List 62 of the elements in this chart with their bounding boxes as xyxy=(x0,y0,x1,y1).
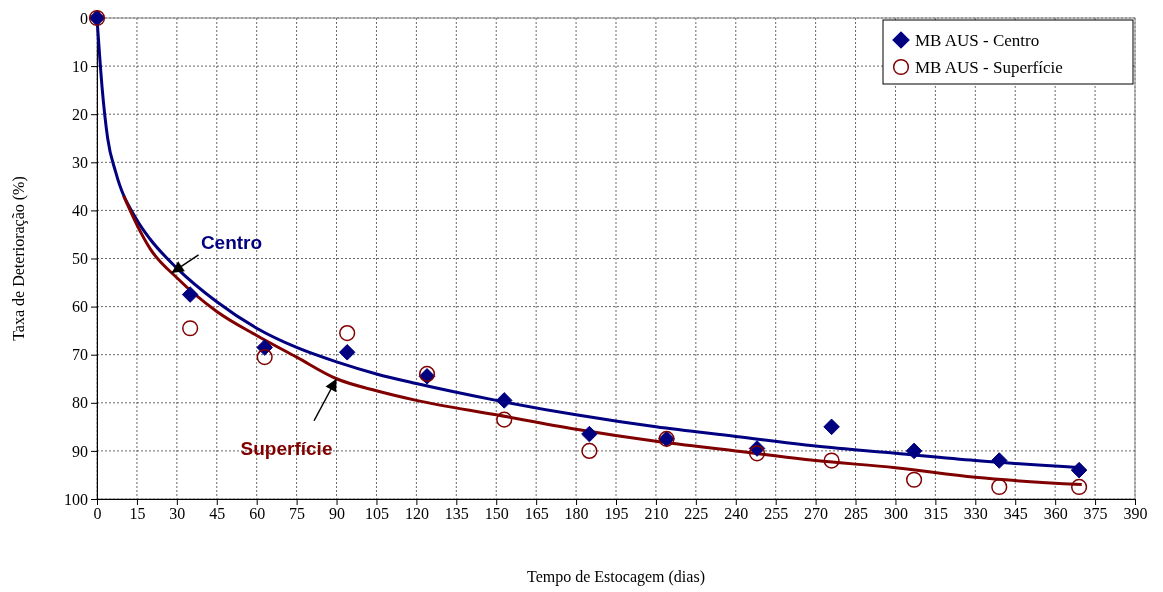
x-tick-label: 195 xyxy=(604,505,629,523)
y-tick-label: 30 xyxy=(72,153,88,171)
x-tick-label: 330 xyxy=(963,505,988,523)
point xyxy=(905,442,923,460)
point xyxy=(748,445,766,462)
y-tick-label: 70 xyxy=(72,346,88,364)
x-tick-label: 180 xyxy=(564,505,589,523)
y-tick-label: 100 xyxy=(64,490,88,508)
x-tick-label: 255 xyxy=(764,505,789,523)
x-tick-label: 240 xyxy=(724,505,749,523)
annotation: Superfície xyxy=(240,437,333,459)
x-tick-label: 300 xyxy=(883,505,908,523)
x-tick-label: 120 xyxy=(404,505,429,523)
x-tick-label: 360 xyxy=(1043,505,1068,523)
x-tick-label: 60 xyxy=(249,505,266,523)
point xyxy=(991,478,1008,496)
x-tick-label: 0 xyxy=(93,505,102,523)
x-tick-label: 30 xyxy=(169,505,186,523)
x-tick-label: 105 xyxy=(364,505,389,523)
annotation: Centro xyxy=(200,231,263,253)
point xyxy=(823,418,840,436)
x-tick-label: 90 xyxy=(329,505,346,523)
point xyxy=(581,442,598,459)
x-axis-title: Tempo de Estocagem (dias) xyxy=(527,568,705,586)
y-tick-label: 20 xyxy=(72,105,88,123)
y-tick-label: 40 xyxy=(72,202,88,220)
x-tick-label: 315 xyxy=(923,505,948,523)
x-tick-label: 390 xyxy=(1123,505,1148,523)
point xyxy=(496,411,513,428)
y-tick-label: 0 xyxy=(80,9,88,27)
legend-label: MB AUS - Centro xyxy=(915,31,1040,50)
point xyxy=(495,392,513,409)
y-tick-label: 10 xyxy=(72,57,88,75)
y-tick-label: 80 xyxy=(72,394,88,412)
x-tick-label: 165 xyxy=(524,505,549,523)
point xyxy=(581,425,598,443)
x-tick-label: 135 xyxy=(444,505,469,523)
y-tick-label: 90 xyxy=(72,442,88,460)
x-tick-label: 345 xyxy=(1003,505,1028,523)
point xyxy=(338,344,356,361)
x-tick-label: 270 xyxy=(804,505,829,523)
x-tick-label: 15 xyxy=(129,505,146,523)
y-axis-title: Taxa de Deterioração (%) xyxy=(10,176,28,341)
point xyxy=(905,471,923,488)
point xyxy=(339,324,356,342)
y-tick-label: 50 xyxy=(72,250,88,268)
point xyxy=(1070,461,1088,479)
point xyxy=(990,452,1008,469)
point xyxy=(823,452,840,469)
y-tick-label: 60 xyxy=(72,298,88,316)
legend-label: MB AUS - Superfície xyxy=(915,58,1063,77)
point xyxy=(181,286,199,303)
x-tick-label: 225 xyxy=(684,505,709,523)
point xyxy=(182,320,199,337)
x-tick-label: 210 xyxy=(644,505,669,523)
x-tick-label: 285 xyxy=(844,505,869,523)
x-tick-label: 150 xyxy=(484,505,509,523)
point xyxy=(1071,478,1088,496)
x-tick-label: 75 xyxy=(289,505,306,523)
x-tick-label: 45 xyxy=(209,505,226,523)
point xyxy=(256,349,273,366)
x-tick-label: 375 xyxy=(1083,505,1108,523)
